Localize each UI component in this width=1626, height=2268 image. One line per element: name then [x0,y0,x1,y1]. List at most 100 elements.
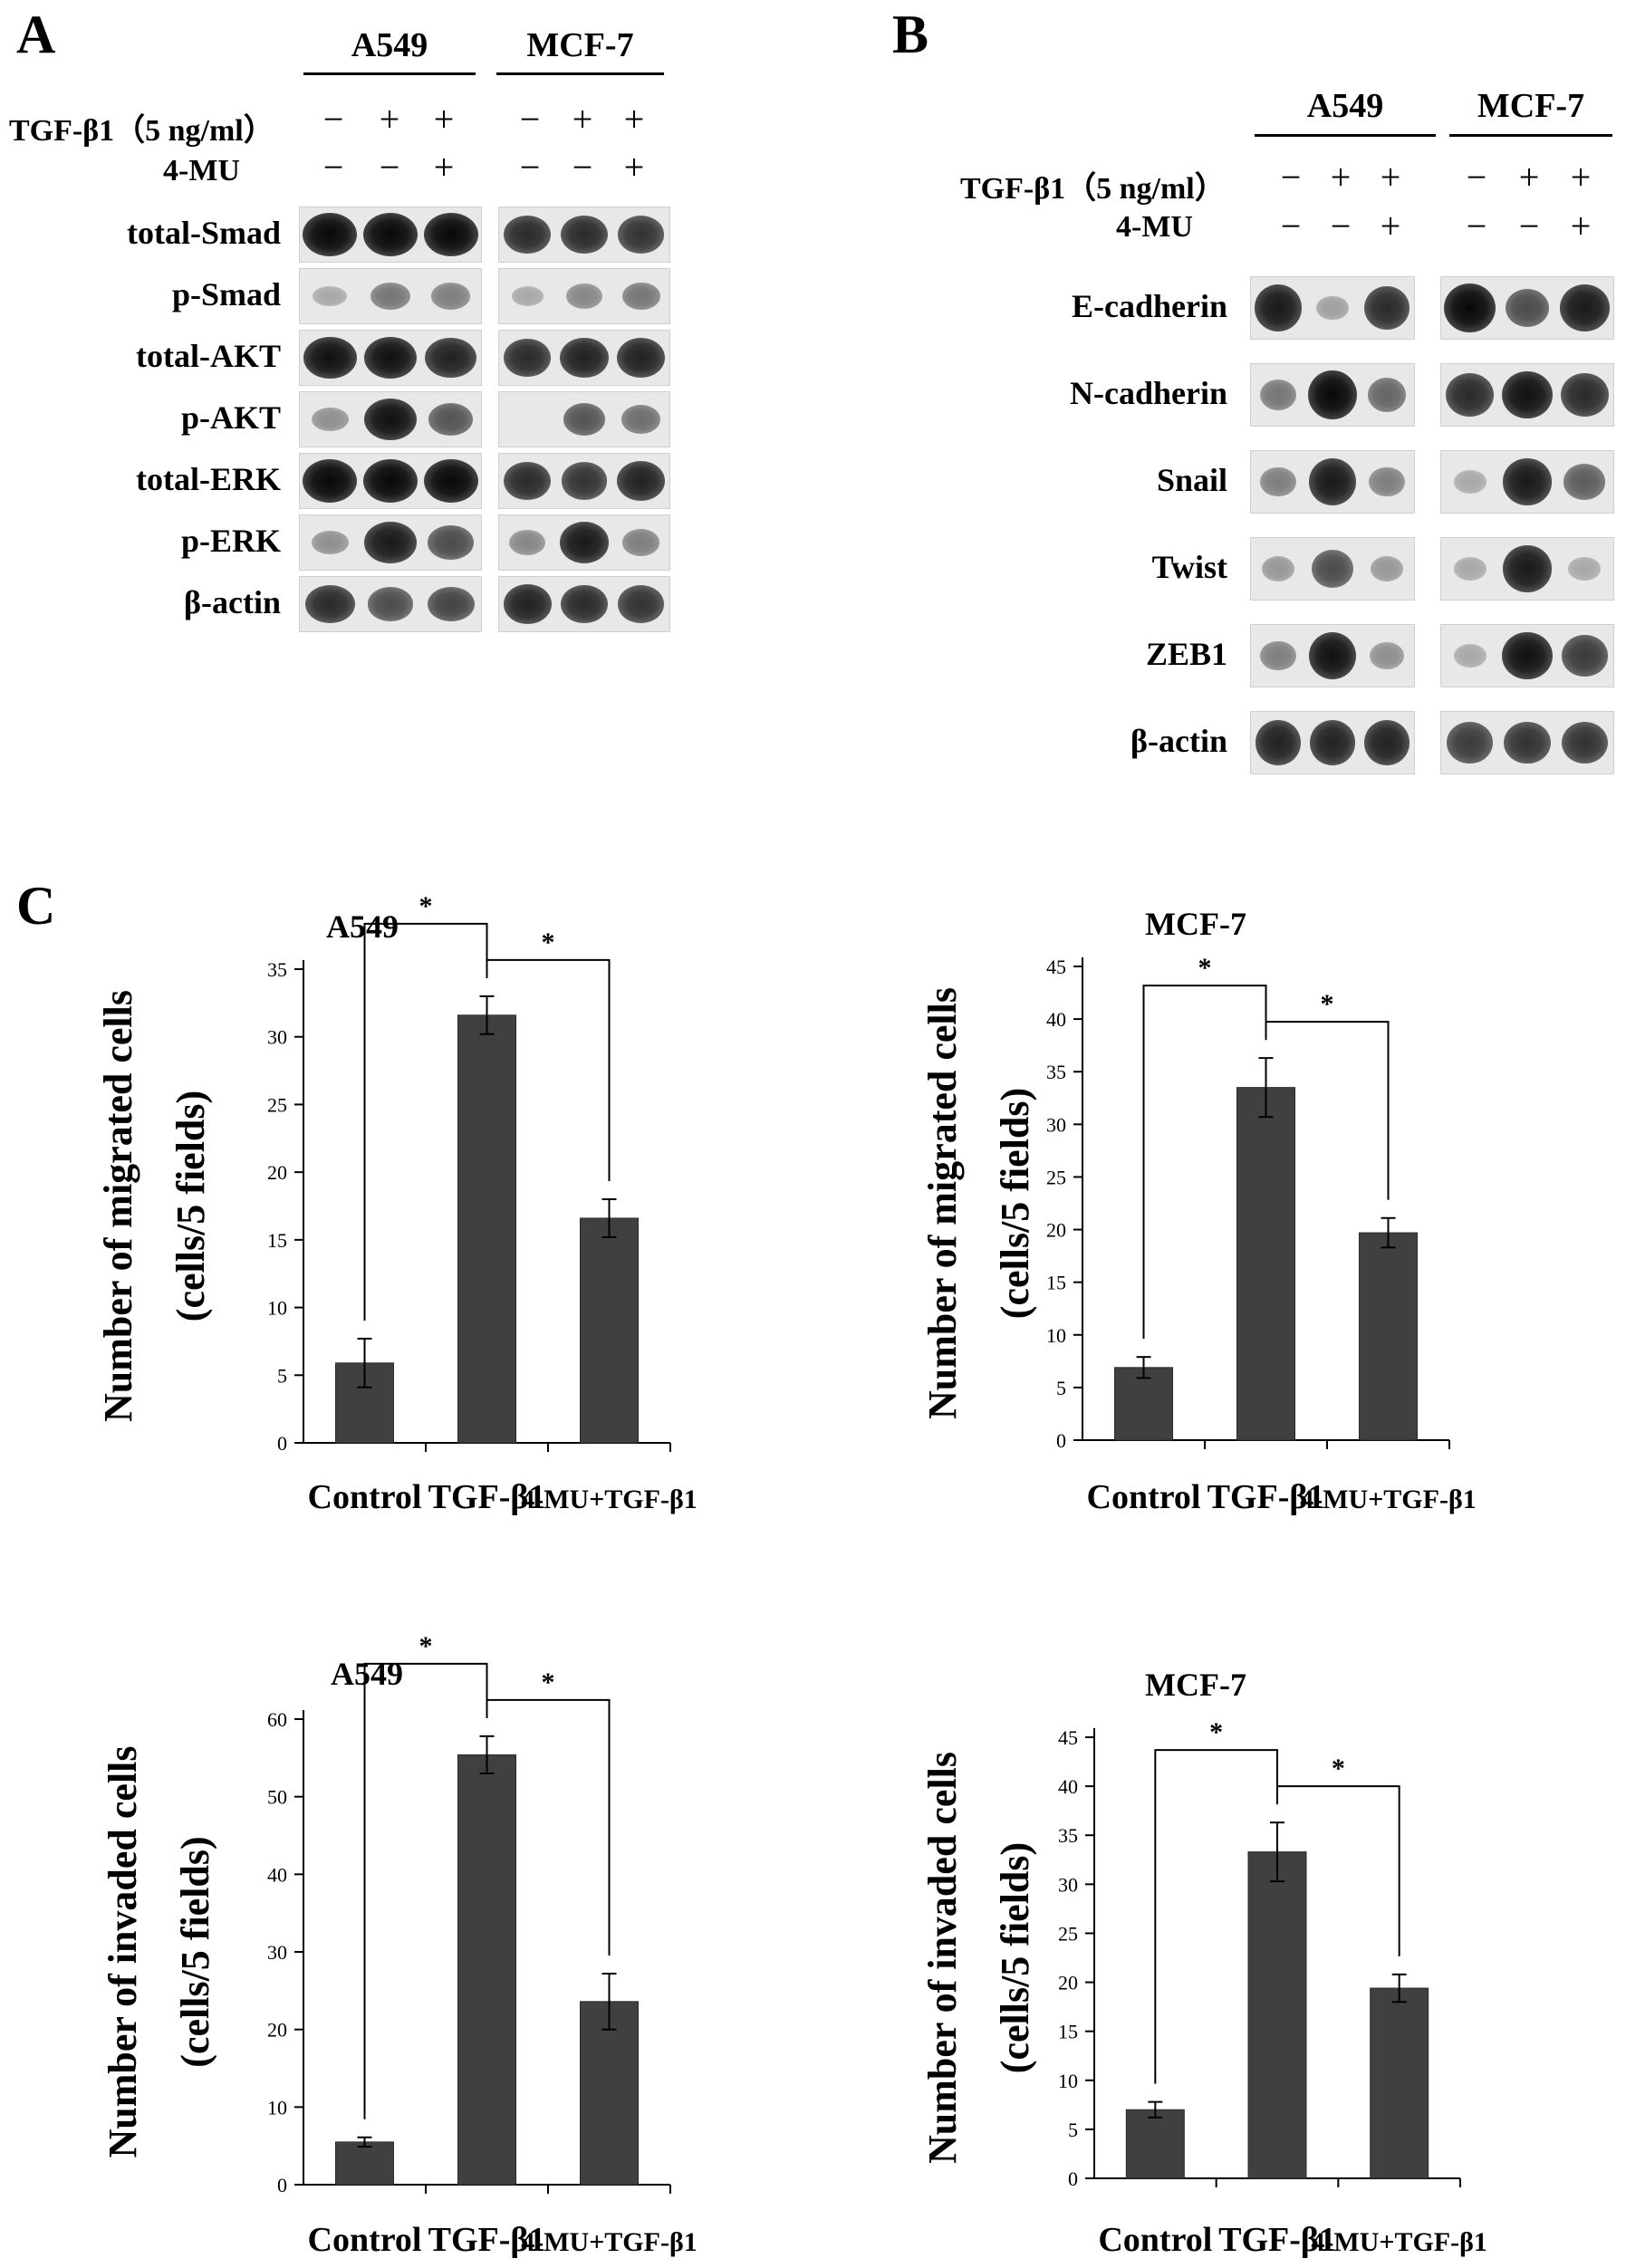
protein-band [1502,631,1553,680]
blot-strip [498,453,670,509]
blot-strip [1250,450,1415,514]
category-label: TGF-β1 [428,2221,546,2259]
treatment-sign: − [572,147,593,187]
y-axis-label: Number of migrated cells [96,990,140,1422]
significance-star: * [419,1631,433,1661]
bar [1359,1232,1418,1441]
treatment-sign: + [433,147,455,187]
treatment-sign: + [379,99,400,139]
blot-strip [299,330,482,386]
protein-band [1563,464,1606,500]
protein-band [1369,466,1405,497]
cell-line-underline [496,72,664,75]
y-tick-label: 30 [267,1941,287,1964]
protein-band [1259,379,1297,411]
y-tick-label: 15 [1058,2021,1078,2043]
condition-label-tgf: TGF-β1（5 ng/ml） [9,114,274,148]
blot-strip [1440,450,1614,514]
protein-band [367,587,414,621]
treatment-sign: − [1518,206,1540,246]
protein-band [621,405,661,434]
protein-band [1453,644,1486,668]
y-tick-label: 45 [1046,956,1066,978]
y-tick-label: 30 [267,1026,287,1049]
protein-band [1446,372,1494,418]
protein-band [1561,721,1609,764]
treatment-sign: − [519,147,541,187]
protein-band [617,338,666,378]
protein-band [363,459,418,503]
protein-band [1502,545,1553,592]
protein-label: total-AKT [136,338,281,374]
blot-strip [299,514,482,571]
protein-band [430,283,471,310]
significance-star: * [1198,953,1212,983]
y-tick-label: 25 [1046,1166,1066,1188]
protein-band [1260,640,1296,671]
significance-bracket [1265,1021,1390,1200]
significance-bracket [486,958,611,1182]
category-label: 4-MU+TGF-β1 [521,1485,698,1514]
protein-band [423,459,478,503]
treatment-sign: + [1380,206,1401,246]
protein-label: E-cadherin [1071,288,1227,324]
condition-label-4mu: 4-MU [1116,210,1193,244]
protein-band [311,407,349,432]
protein-label: Twist [1151,549,1227,585]
chart-title: A549 [326,908,399,945]
blot-strip [1250,363,1415,427]
treatment-sign: − [1280,206,1302,246]
y-tick-label: 0 [1056,1429,1066,1452]
blot-strip [1250,711,1415,774]
protein-band [1367,378,1407,412]
treatment-sign: + [623,147,645,187]
protein-label: ZEB1 [1145,636,1227,672]
protein-band [1309,458,1356,505]
protein-band [427,586,475,622]
significance-star: * [1321,989,1334,1019]
y-tick-label: 5 [1068,2119,1078,2141]
y-tick-label: 20 [267,1161,287,1184]
y-axis-label: (cells/5 fields) [993,1088,1037,1319]
treatment-sign: − [519,99,541,139]
treatment-sign: − [1466,157,1487,197]
blot-strip [299,576,482,632]
y-tick-label: 0 [277,1432,287,1455]
category-label: 4-MU+TGF-β1 [1300,1485,1477,1514]
treatment-sign: + [572,99,593,139]
significance-bracket [1154,1749,1278,2084]
protein-band [1370,555,1404,582]
protein-band [1255,284,1302,332]
protein-band [363,398,418,441]
y-axis-label: (cells/5 fields) [168,1091,213,1321]
blot-strip [498,268,670,324]
protein-band [561,462,608,500]
treatment-sign: + [1570,157,1592,197]
bar [457,1014,516,1444]
protein-band [504,215,552,255]
y-axis-label: Number of invaded cells [920,1752,965,2164]
protein-band [1260,466,1296,497]
protein-band [363,336,418,380]
y-axis-label: Number of migrated cells [920,987,965,1419]
blot-strip [299,453,482,509]
y-tick-label: 60 [267,1708,287,1731]
cell-line-header-a549: A549 [351,26,428,64]
y-tick-label: 10 [1058,2070,1078,2092]
y-tick-label: 10 [267,1297,287,1320]
y-axis-label: (cells/5 fields) [173,1836,217,2067]
y-tick-label: 5 [1056,1377,1066,1399]
protein-band [559,522,610,563]
significance-star: * [1209,1717,1223,1747]
cell-line-header-mcf7: MCF-7 [1477,87,1585,125]
protein-band [1316,295,1349,321]
treatment-sign: + [623,99,645,139]
significance-star: * [419,891,433,921]
chart-title: A549 [331,1656,403,1692]
protein-band [304,584,355,624]
panel-label-a: A [16,5,56,64]
y-tick-label: 0 [1068,2167,1078,2190]
treatment-sign: + [1380,157,1401,197]
y-tick-label: 20 [267,2019,287,2042]
blot-strip [498,207,670,263]
